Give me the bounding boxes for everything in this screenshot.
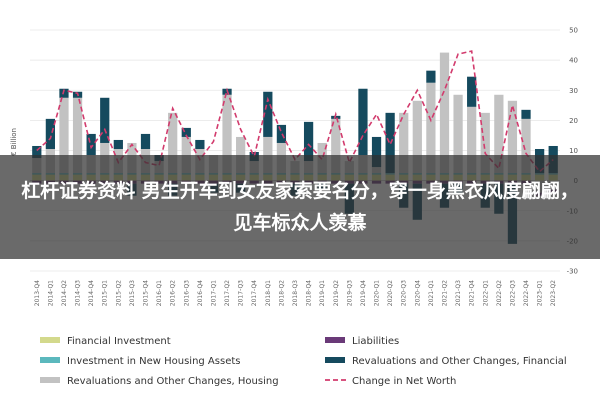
x-tick-label: 2017-Q4 bbox=[251, 280, 258, 306]
x-tick-label: 2022-Q4 bbox=[523, 280, 530, 306]
bar-revaluations-and-other-changes-financial-2016-Q4 bbox=[195, 139, 205, 149]
bar-revaluations-and-other-changes-housing-2020-Q3 bbox=[399, 112, 409, 174]
bar-revaluations-and-other-changes-financial-2015-Q4 bbox=[140, 133, 151, 149]
x-tick-label: 2015-Q4 bbox=[143, 280, 150, 306]
y-tick-label: 50 bbox=[569, 27, 578, 35]
x-tick-label: 2018-Q1 bbox=[265, 280, 272, 306]
legend-label: Change in Net Worth bbox=[352, 376, 456, 387]
x-tick-label: 2021-Q4 bbox=[469, 280, 476, 306]
x-tick-label: 2022-Q1 bbox=[482, 280, 489, 306]
bar-revaluations-and-other-changes-housing-2019-Q2 bbox=[331, 118, 341, 174]
bar-revaluations-and-other-changes-financial-2014-Q2 bbox=[59, 88, 69, 98]
legend-swatch bbox=[325, 337, 345, 343]
bar-revaluations-and-other-changes-housing-2022-Q2 bbox=[494, 94, 504, 174]
x-tick-label: 2018-Q2 bbox=[278, 280, 285, 306]
x-tick-label: 2023-Q2 bbox=[550, 280, 557, 306]
x-tick-label: 2020-Q3 bbox=[401, 280, 408, 306]
x-axis-ticks: 2013-Q4 2014-Q1 2014-Q2 2014-Q3 2014-Q4 2015-… bbox=[34, 280, 557, 306]
x-tick-label: 2017-Q2 bbox=[224, 280, 231, 306]
banner-text: 杠杆证券资料 男生开车到女友家索要名分，穿一身黑衣风度翩翩，见车标众人羡慕 bbox=[21, 180, 579, 234]
x-tick-label: 2023-Q1 bbox=[537, 280, 544, 306]
x-tick-label: 2015-Q3 bbox=[129, 280, 136, 306]
legend-label: Investment in New Housing Assets bbox=[67, 356, 240, 367]
legend-label: Financial Investment bbox=[67, 336, 171, 347]
y-tick-label: 20 bbox=[569, 117, 578, 125]
bar-revaluations-and-other-changes-housing-2022-Q4 bbox=[521, 118, 531, 174]
x-tick-label: 2018-Q4 bbox=[306, 280, 313, 306]
x-tick-label: 2017-Q3 bbox=[238, 280, 245, 306]
bar-revaluations-and-other-changes-housing-2021-Q1 bbox=[426, 82, 436, 174]
legend-swatch bbox=[40, 357, 60, 363]
bar-revaluations-and-other-changes-financial-2016-Q3 bbox=[181, 127, 191, 137]
y-tick-label: 30 bbox=[569, 87, 578, 95]
x-tick-label: 2019-Q3 bbox=[346, 280, 353, 306]
x-tick-label: 2020-Q4 bbox=[414, 280, 421, 306]
y-tick-label: 40 bbox=[569, 57, 578, 65]
x-tick-label: 2021-Q1 bbox=[428, 280, 435, 306]
bar-revaluations-and-other-changes-housing-2014-Q3 bbox=[72, 97, 83, 174]
bar-revaluations-and-other-changes-financial-2015-Q1 bbox=[100, 97, 110, 143]
x-tick-label: 2016-Q2 bbox=[170, 280, 177, 306]
x-tick-label: 2016-Q3 bbox=[183, 280, 190, 306]
x-tick-label: 2017-Q1 bbox=[210, 280, 217, 306]
bar-revaluations-and-other-changes-financial-2021-Q1 bbox=[426, 70, 436, 83]
bar-revaluations-and-other-changes-financial-2014-Q4 bbox=[86, 133, 96, 156]
overlay-banner: 杠杆证券资料 男生开车到女友家索要名分，穿一身黑衣风度翩翩，见车标众人羡慕 bbox=[0, 155, 600, 259]
bar-revaluations-and-other-changes-financial-2015-Q2 bbox=[113, 139, 123, 149]
bar-revaluations-and-other-changes-housing-2021-Q2 bbox=[439, 52, 450, 174]
legend-swatch bbox=[40, 337, 60, 343]
x-tick-label: 2014-Q1 bbox=[47, 280, 54, 306]
x-tick-label: 2014-Q3 bbox=[75, 280, 82, 306]
bar-revaluations-and-other-changes-housing-2022-Q1 bbox=[480, 112, 490, 174]
x-tick-label: 2016-Q1 bbox=[156, 280, 163, 306]
x-tick-label: 2014-Q2 bbox=[61, 280, 68, 306]
bar-revaluations-and-other-changes-financial-2018-Q4 bbox=[303, 121, 314, 162]
bar-revaluations-and-other-changes-financial-2014-Q1 bbox=[45, 118, 56, 149]
legend-swatch bbox=[40, 377, 60, 383]
bar-revaluations-and-other-changes-financial-2018-Q1 bbox=[263, 91, 273, 137]
x-tick-label: 2019-Q4 bbox=[360, 280, 367, 306]
bar-revaluations-and-other-changes-housing-2017-Q2 bbox=[222, 94, 232, 174]
bar-revaluations-and-other-changes-financial-2019-Q2 bbox=[331, 115, 341, 119]
x-tick-label: 2021-Q3 bbox=[455, 280, 462, 306]
bar-revaluations-and-other-changes-financial-2018-Q2 bbox=[276, 124, 287, 143]
x-tick-label: 2019-Q2 bbox=[333, 280, 340, 306]
x-tick-label: 2014-Q4 bbox=[88, 280, 95, 306]
legend-label: Revaluations and Other Changes, Housing bbox=[67, 376, 279, 387]
x-tick-label: 2013-Q4 bbox=[34, 280, 41, 306]
y-tick-label: -30 bbox=[567, 268, 578, 276]
x-tick-label: 2018-Q3 bbox=[292, 280, 299, 306]
bar-revaluations-and-other-changes-financial-2022-Q4 bbox=[521, 109, 531, 119]
x-tick-label: 2022-Q3 bbox=[509, 280, 516, 306]
legend-label: Liabilities bbox=[352, 336, 399, 347]
x-tick-label: 2016-Q4 bbox=[197, 280, 204, 306]
bar-revaluations-and-other-changes-financial-2019-Q4 bbox=[358, 88, 368, 156]
bar-revaluations-and-other-changes-financial-2021-Q4 bbox=[467, 76, 477, 107]
legend: Financial Investment Investment in New Ho… bbox=[40, 336, 567, 387]
legend-swatch bbox=[325, 357, 345, 363]
legend-label: Revaluations and Other Changes, Financia… bbox=[352, 356, 567, 367]
bar-revaluations-and-other-changes-housing-2022-Q3 bbox=[507, 100, 518, 174]
bar-revaluations-and-other-changes-financial-2020-Q1 bbox=[371, 136, 382, 168]
x-tick-label: 2019-Q1 bbox=[319, 280, 326, 306]
x-tick-label: 2015-Q1 bbox=[102, 280, 109, 306]
bar-revaluations-and-other-changes-housing-2014-Q2 bbox=[59, 97, 69, 174]
bar-revaluations-and-other-changes-housing-2021-Q4 bbox=[467, 106, 477, 174]
x-tick-label: 2015-Q2 bbox=[115, 280, 122, 306]
y-axis-label: € Billion bbox=[10, 128, 18, 156]
x-tick-label: 2021-Q2 bbox=[441, 280, 448, 306]
y-tick-label: 10 bbox=[569, 147, 578, 155]
bar-revaluations-and-other-changes-housing-2021-Q3 bbox=[453, 94, 463, 174]
x-tick-label: 2022-Q2 bbox=[496, 280, 503, 306]
bar-revaluations-and-other-changes-housing-2016-Q2 bbox=[168, 112, 178, 174]
x-tick-label: 2020-Q2 bbox=[387, 280, 394, 306]
bar-revaluations-and-other-changes-financial-2013-Q4 bbox=[32, 145, 42, 159]
x-tick-label: 2020-Q1 bbox=[374, 280, 381, 306]
bar-revaluations-and-other-changes-housing-2020-Q4 bbox=[412, 100, 422, 174]
